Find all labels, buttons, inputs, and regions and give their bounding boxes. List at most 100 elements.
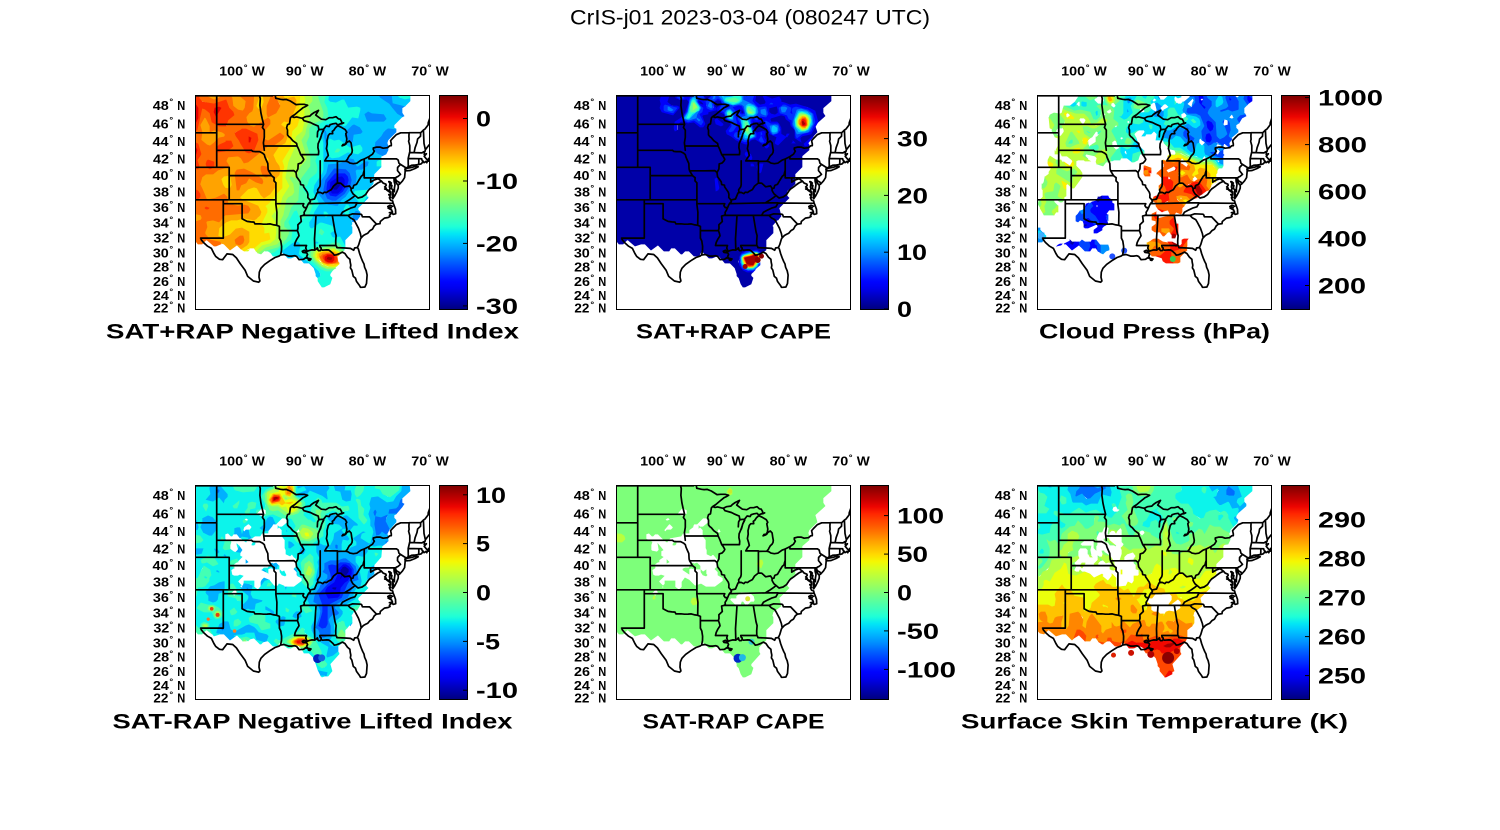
svg-text:10: 10	[897, 240, 927, 265]
svg-text:80: 80	[349, 65, 365, 79]
svg-text:N: N	[598, 232, 606, 246]
svg-text:°: °	[1011, 287, 1015, 298]
svg-text:36: 36	[574, 201, 590, 215]
svg-text:°: °	[849, 452, 853, 463]
svg-text:°: °	[1011, 487, 1015, 498]
svg-text:W: W	[373, 65, 386, 79]
svg-text:°: °	[1011, 634, 1015, 645]
svg-text:N: N	[1019, 201, 1027, 215]
svg-text:°: °	[590, 540, 594, 551]
svg-text:40: 40	[574, 559, 590, 573]
svg-text:N: N	[598, 559, 606, 573]
svg-text:°: °	[1011, 259, 1015, 270]
svg-text:0: 0	[897, 581, 912, 606]
svg-text:N: N	[1019, 651, 1027, 665]
svg-text:N: N	[1019, 679, 1027, 693]
svg-text:°: °	[1011, 299, 1015, 310]
svg-text:N: N	[177, 99, 185, 113]
svg-text:38: 38	[574, 185, 590, 199]
svg-text:°: °	[665, 452, 669, 463]
svg-text:CrIS-j01 2023-03-04 (080247 UT: CrIS-j01 2023-03-04 (080247 UTC)	[570, 7, 930, 30]
svg-text:N: N	[177, 117, 185, 131]
svg-text:°: °	[590, 229, 594, 240]
svg-text:250: 250	[1318, 664, 1366, 689]
svg-text:°: °	[169, 604, 173, 615]
svg-text:36: 36	[153, 201, 169, 215]
svg-text:N: N	[598, 217, 606, 231]
svg-text:42: 42	[153, 152, 169, 166]
svg-text:260: 260	[1318, 625, 1366, 650]
svg-text:°: °	[1145, 452, 1149, 463]
svg-text:°: °	[590, 244, 594, 255]
svg-text:90: 90	[286, 65, 302, 79]
svg-text:°: °	[1011, 115, 1015, 126]
svg-text:N: N	[598, 169, 606, 183]
svg-text:34: 34	[574, 607, 590, 621]
svg-text:24: 24	[995, 289, 1011, 303]
svg-text:°: °	[590, 183, 594, 194]
svg-text:°: °	[590, 604, 594, 615]
svg-text:N: N	[1019, 99, 1027, 113]
svg-text:28: 28	[574, 261, 590, 275]
svg-text:°: °	[169, 273, 173, 284]
svg-text:70: 70	[1253, 455, 1269, 469]
svg-text:N: N	[1019, 232, 1027, 246]
svg-text:N: N	[598, 622, 606, 636]
svg-text:°: °	[169, 97, 173, 108]
svg-text:44: 44	[153, 135, 169, 149]
svg-text:22: 22	[574, 302, 589, 316]
svg-text:1000: 1000	[1318, 86, 1383, 111]
svg-text:100: 100	[640, 455, 664, 469]
svg-text:N: N	[177, 275, 185, 289]
svg-text:48: 48	[153, 489, 169, 503]
svg-text:N: N	[177, 169, 185, 183]
svg-text:°: °	[169, 259, 173, 270]
svg-text:Cloud Press (hPa): Cloud Press (hPa)	[1039, 321, 1270, 344]
svg-text:W: W	[794, 65, 807, 79]
svg-text:N: N	[177, 525, 185, 539]
svg-text:°: °	[169, 199, 173, 210]
svg-text:90: 90	[707, 65, 723, 79]
svg-text:32: 32	[995, 232, 1011, 246]
svg-text:°: °	[169, 214, 173, 225]
svg-text:46: 46	[995, 117, 1011, 131]
svg-text:°: °	[169, 677, 173, 688]
svg-text:°: °	[1011, 557, 1015, 568]
svg-text:°: °	[1011, 677, 1015, 688]
svg-text:N: N	[598, 302, 606, 316]
svg-text:W: W	[1278, 455, 1291, 469]
svg-text:°: °	[1011, 167, 1015, 178]
svg-text:°: °	[169, 150, 173, 161]
svg-text:°: °	[169, 229, 173, 240]
svg-text:N: N	[598, 507, 606, 521]
svg-text:26: 26	[995, 275, 1011, 289]
svg-text:42: 42	[574, 152, 590, 166]
svg-text:24: 24	[574, 679, 590, 693]
svg-text:26: 26	[153, 665, 169, 679]
svg-text:10: 10	[476, 483, 506, 508]
svg-text:°: °	[1207, 62, 1211, 73]
svg-text:48: 48	[574, 489, 590, 503]
svg-text:N: N	[177, 665, 185, 679]
svg-text:°: °	[169, 573, 173, 584]
svg-text:100: 100	[219, 455, 243, 469]
svg-text:34: 34	[153, 607, 169, 621]
svg-text:°: °	[169, 133, 173, 144]
svg-text:°: °	[365, 452, 369, 463]
svg-text:46: 46	[153, 117, 169, 131]
svg-text:N: N	[1019, 665, 1027, 679]
svg-text:°: °	[590, 523, 594, 534]
svg-text:N: N	[1019, 117, 1027, 131]
svg-text:100: 100	[897, 504, 944, 529]
svg-text:°: °	[1011, 619, 1015, 630]
svg-text:N: N	[598, 246, 606, 260]
svg-text:N: N	[598, 99, 606, 113]
svg-text:800: 800	[1318, 133, 1367, 158]
svg-text:-5: -5	[476, 629, 500, 654]
svg-text:N: N	[177, 135, 185, 149]
svg-text:N: N	[598, 275, 606, 289]
svg-text:40: 40	[995, 559, 1011, 573]
svg-text:N: N	[1019, 185, 1027, 199]
svg-text:°: °	[590, 689, 594, 700]
svg-text:28: 28	[995, 261, 1011, 275]
